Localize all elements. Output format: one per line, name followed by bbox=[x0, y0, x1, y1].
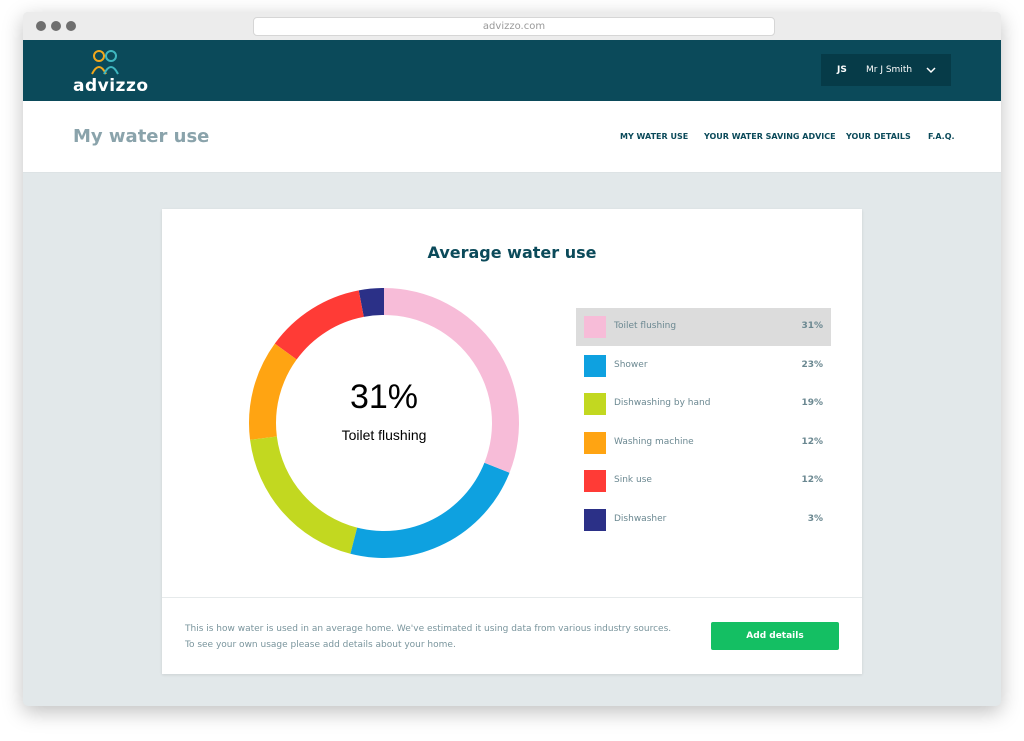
donut-segment[interactable] bbox=[350, 462, 510, 558]
legend-label: Shower bbox=[614, 359, 648, 370]
user-menu[interactable]: JS Mr J Smith bbox=[821, 54, 951, 86]
legend-label: Washing machine bbox=[614, 436, 694, 447]
nav-link[interactable]: F.A.Q. bbox=[928, 132, 955, 141]
legend-swatch bbox=[584, 470, 606, 492]
footer-text: This is how water is used in an average … bbox=[185, 624, 672, 650]
legend-value: 12% bbox=[801, 436, 823, 447]
legend-label: Toilet flushing bbox=[614, 321, 677, 331]
legend-value: 12% bbox=[801, 475, 823, 485]
donut-segment[interactable] bbox=[384, 288, 519, 473]
donut-segment[interactable] bbox=[249, 343, 297, 440]
legend-row[interactable]: Toilet flushing 31% bbox=[576, 308, 831, 346]
nav-link[interactable]: YOUR WATER SAVING ADVICE bbox=[704, 132, 836, 141]
user-initials: JS bbox=[837, 65, 847, 75]
center-value: 31% bbox=[350, 378, 418, 416]
legend-value: 23% bbox=[801, 359, 823, 370]
subheader: My water use MY WATER USE YOUR WATER SAV… bbox=[23, 101, 1001, 173]
zoom-button[interactable] bbox=[66, 21, 76, 31]
title-bar: advizzo.com bbox=[23, 12, 1001, 41]
close-button[interactable] bbox=[36, 21, 46, 31]
center-label: Toilet flushing bbox=[342, 427, 427, 443]
legend-swatch bbox=[584, 431, 606, 454]
donut-segment[interactable] bbox=[274, 290, 364, 360]
chevron bbox=[926, 67, 936, 74]
legend-row[interactable]: Dishwashing by hand 19% bbox=[576, 385, 831, 423]
legend-value: 19% bbox=[801, 398, 823, 408]
chart-card: Average water use 31% Toilet flushing To… bbox=[162, 209, 862, 674]
minimize-button[interactable] bbox=[51, 21, 61, 31]
legend-row[interactable]: Washing machine 12% bbox=[576, 424, 831, 462]
page-title: My water use bbox=[73, 126, 210, 147]
divider bbox=[162, 597, 862, 598]
legend-swatch bbox=[584, 393, 606, 415]
browser-window: advizzo.com advizzo JS Mr J Smith My wat… bbox=[23, 12, 1001, 706]
legend-swatch bbox=[584, 508, 606, 531]
address-bar[interactable]: advizzo.com bbox=[253, 17, 775, 36]
legend-row[interactable]: Shower 23% bbox=[576, 347, 831, 385]
donut-segment[interactable] bbox=[358, 288, 384, 317]
legend-label: Dishwasher bbox=[614, 513, 667, 524]
nav-link[interactable]: YOUR DETAILS bbox=[846, 132, 911, 141]
user-name: Mr J Smith bbox=[866, 65, 913, 75]
legend-value: 31% bbox=[801, 321, 823, 331]
legend-label: Dishwashing by hand bbox=[614, 398, 711, 408]
legend-swatch bbox=[584, 354, 606, 377]
donut-segment[interactable] bbox=[250, 436, 358, 554]
legend-row[interactable]: Dishwasher 3% bbox=[576, 501, 831, 539]
app-header: advizzo JS Mr J Smith bbox=[23, 40, 1001, 101]
nav-link[interactable]: MY WATER USE bbox=[620, 132, 689, 141]
legend-label: Sink use bbox=[614, 475, 652, 485]
donut-chart: 31% Toilet flushing bbox=[249, 288, 519, 558]
legend-swatch bbox=[584, 316, 606, 338]
chart-title: Average water use bbox=[427, 243, 597, 262]
logo-text[interactable]: advizzo bbox=[73, 76, 149, 96]
logo-icon bbox=[91, 50, 119, 75]
legend-value: 3% bbox=[807, 513, 823, 524]
add-details-button[interactable]: Add details bbox=[711, 622, 839, 650]
legend-row[interactable]: Sink use 12% bbox=[576, 462, 831, 500]
